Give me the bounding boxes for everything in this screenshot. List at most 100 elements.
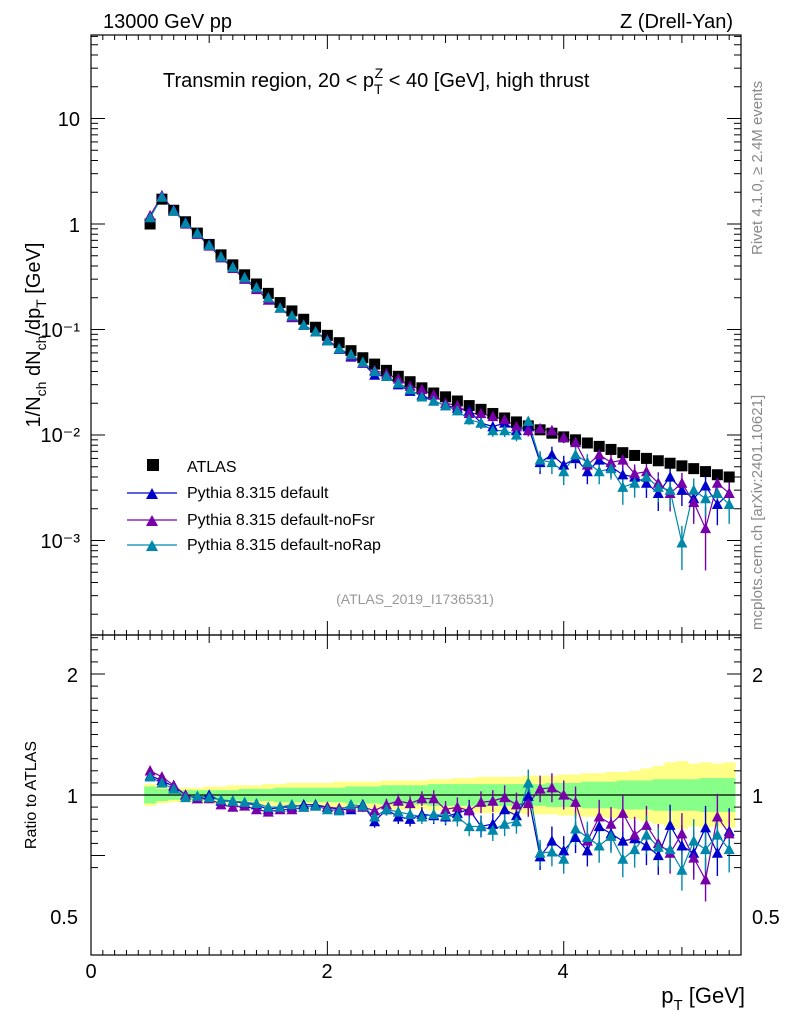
mc-norap-point	[463, 413, 475, 425]
mc-norap-point	[404, 383, 416, 395]
atlas-point	[617, 447, 629, 459]
ratio-default-point	[676, 840, 688, 851]
ratio-ytick-label-right: 1	[752, 786, 763, 808]
ratio-norap-point	[605, 830, 617, 841]
x-axis-label: pT [GeV]	[661, 983, 745, 1014]
ratio-norap-point	[581, 831, 593, 843]
ratio-norap-point	[227, 795, 239, 806]
ratio-nofsr-point	[428, 792, 440, 804]
ratio-norap-point	[298, 801, 310, 812]
atlas-point	[711, 469, 723, 481]
mc-default-point	[546, 448, 558, 460]
ratio-norap-point	[310, 800, 322, 811]
ratio-nofsr-point	[676, 827, 688, 839]
mc-nofsr-point	[463, 407, 475, 419]
mc-default-point	[700, 480, 712, 491]
xtick-label: 4	[557, 961, 568, 983]
ratio-ytick-label-right: 2	[752, 665, 763, 687]
mc-default-point	[640, 477, 652, 488]
mc-nofsr-point	[428, 389, 440, 400]
mc-norap-point	[664, 484, 676, 495]
mc-default-point	[664, 471, 676, 482]
ratio-norap-point	[629, 843, 641, 855]
ratio-norap-point	[440, 809, 452, 821]
ratio-nofsr-point	[558, 789, 570, 800]
main-y-tick-labels: 10 1 10⁻¹ 10⁻² 10⁻³	[41, 109, 81, 553]
mc-norap-point	[558, 465, 570, 477]
atlas-point	[144, 218, 156, 230]
ratio-nofsr-point	[546, 781, 558, 793]
ratio-norap-point	[345, 798, 357, 810]
mc-default-point	[617, 468, 629, 480]
atlas-point	[593, 440, 605, 452]
ratio-norap-point	[688, 835, 700, 846]
atlas-point	[664, 457, 676, 469]
ratio-norap-point	[558, 853, 570, 864]
mc-nofsr-point	[711, 477, 723, 488]
mc-norap-point	[723, 498, 735, 510]
header-right: Z (Drell-Yan)	[620, 11, 733, 33]
mc-nofsr-point	[700, 522, 712, 534]
mc-norap-point	[369, 365, 381, 377]
main-panel: Transmin region, 20 < pTZ < 40 [GeV], hi…	[23, 34, 742, 636]
mc-norap-point	[570, 448, 582, 460]
mc-norap-point	[345, 348, 357, 360]
mc-norap-point	[522, 415, 534, 426]
ratio-nofsr-point	[369, 804, 381, 816]
ratio-norap-point	[321, 803, 333, 815]
ratio-default-point	[652, 849, 664, 861]
mc-norap-point	[392, 377, 404, 388]
ratio-default-point	[546, 835, 558, 846]
ratio-default-point	[487, 818, 499, 829]
mc-norap-point	[144, 211, 156, 223]
mc-default-point	[711, 498, 723, 510]
ratio-norap-point	[463, 820, 475, 832]
ratio-nofsr-point	[440, 803, 452, 815]
mc-norap-point	[298, 319, 310, 330]
ratio-default-point	[711, 847, 723, 858]
ratio-default-point	[581, 844, 593, 856]
atlas-point	[640, 452, 652, 464]
mc-norap-point	[676, 537, 688, 548]
ratio-nofsr-point	[640, 819, 652, 830]
mc-nofsr-point	[723, 487, 735, 498]
mc-norap-point	[191, 227, 203, 238]
mc-norap-point	[440, 399, 452, 411]
mc-norap-point	[499, 424, 511, 436]
mc-norap-point	[629, 477, 641, 488]
ratio-norap-point	[286, 798, 298, 810]
ratio-norap-point	[156, 777, 168, 788]
mc-nofsr-point	[546, 424, 558, 436]
ratio-ytick-label-right: 0.5	[752, 907, 780, 929]
xtick-label: 2	[321, 961, 332, 983]
ratio-nofsr-point	[250, 803, 262, 815]
mc-nofsr-point	[640, 465, 652, 477]
legend-marker-atlas	[147, 459, 159, 471]
ratio-nofsr-point	[227, 801, 239, 812]
atlas-point	[676, 460, 688, 472]
atlas-point	[581, 437, 593, 449]
ratio-norap-point	[711, 829, 723, 840]
ratio-norap-point	[475, 820, 487, 832]
ratio-norap-point	[180, 791, 192, 803]
mc-default-point	[581, 465, 593, 477]
ratio-norap-point	[451, 811, 463, 822]
mc-norap-point	[475, 417, 487, 428]
mc-norap-point	[274, 302, 286, 313]
main-y-label: 1/Nch dNch/dpT [GeV]	[23, 243, 49, 428]
mc-norap-point	[227, 261, 239, 272]
ratio-norap-point	[593, 840, 605, 851]
ratio-norap-point	[499, 818, 511, 829]
mc-norap-point	[156, 191, 168, 202]
mc-norap-point	[640, 471, 652, 482]
mc-norap-point	[428, 395, 440, 406]
mc-nofsr-point	[617, 454, 629, 465]
ratio-norap-point	[274, 801, 286, 812]
main-data-layer	[144, 190, 735, 571]
mc-norap-point	[310, 326, 322, 337]
mc-nofsr-point	[570, 436, 582, 448]
mc-default-point	[676, 484, 688, 495]
ratio-norap-point	[239, 796, 251, 807]
main-ytick-label: 10⁻²	[41, 425, 81, 447]
